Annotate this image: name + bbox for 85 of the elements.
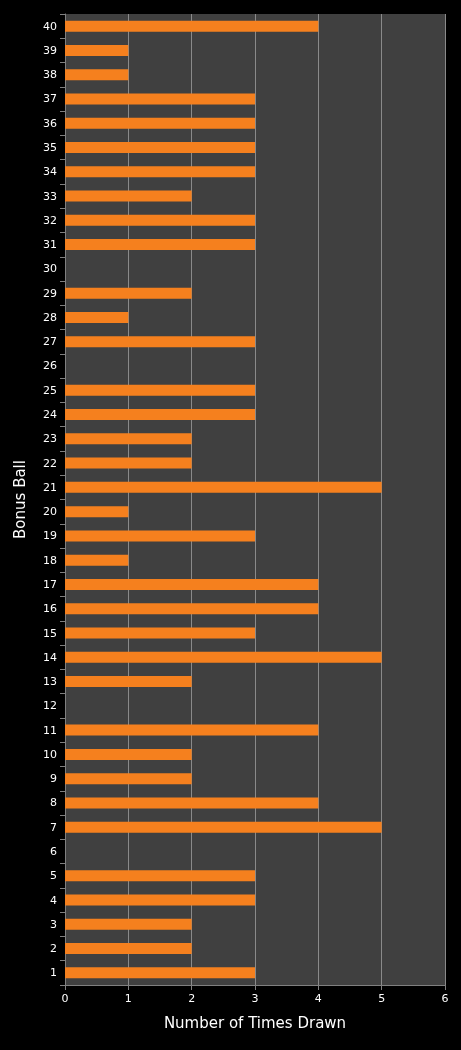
bar <box>65 433 192 445</box>
bar <box>65 821 382 833</box>
bar <box>65 142 255 154</box>
bar <box>65 239 255 251</box>
x-axis-title: Number of Times Drawn <box>163 1013 347 1032</box>
y-tick-label: 13 <box>43 675 57 689</box>
y-tick-label: 37 <box>43 92 57 106</box>
y-tick-label: 6 <box>50 844 57 858</box>
x-tick-label: 1 <box>124 992 132 1005</box>
y-tick-label: 9 <box>50 772 57 786</box>
y-tick-label: 27 <box>43 335 57 349</box>
y-tick-label: 26 <box>43 359 57 373</box>
x-tick-label: 2 <box>188 992 196 1005</box>
bar <box>65 214 255 226</box>
bar <box>65 676 192 688</box>
bar <box>65 943 192 955</box>
y-tick-label: 22 <box>43 456 57 470</box>
y-tick-label: 10 <box>43 747 57 761</box>
bar <box>65 554 129 566</box>
y-tick-label: 8 <box>50 796 57 810</box>
bar <box>65 384 255 396</box>
bar <box>65 336 255 348</box>
y-tick-label: 20 <box>43 505 57 519</box>
y-tick-label: 16 <box>43 602 57 616</box>
y-tick-label: 39 <box>43 43 57 57</box>
bar <box>65 651 382 663</box>
bar <box>65 918 192 930</box>
x-tick-label: 5 <box>378 992 386 1005</box>
x-tick-label: 6 <box>441 992 449 1005</box>
bar <box>65 894 255 906</box>
y-tick-label: 30 <box>43 262 57 276</box>
bar <box>65 311 129 323</box>
y-tick-label: 19 <box>43 529 57 543</box>
y-tick-label: 33 <box>43 189 57 203</box>
y-tick-label: 2 <box>50 942 57 956</box>
bar <box>65 627 255 639</box>
bar <box>65 457 192 469</box>
y-tick-label: 25 <box>43 383 57 397</box>
bar <box>65 506 129 518</box>
bar <box>65 117 255 129</box>
y-tick-label: 31 <box>43 238 57 252</box>
y-tick-label: 1 <box>50 966 57 980</box>
x-tick-label: 4 <box>314 992 322 1005</box>
y-tick-label: 38 <box>43 68 57 82</box>
bar <box>65 578 319 590</box>
bar <box>65 44 129 56</box>
bar <box>65 190 192 202</box>
x-tick-label: 3 <box>251 992 259 1005</box>
y-tick-label: 11 <box>43 723 57 737</box>
y-axis-title: Bonus Ball <box>10 460 29 539</box>
bar <box>65 773 192 785</box>
bar <box>65 967 255 979</box>
x-tick-label: 0 <box>61 992 69 1005</box>
y-tick-label: 40 <box>43 19 57 33</box>
bar <box>65 870 255 882</box>
bar <box>65 481 382 493</box>
y-tick-label: 29 <box>43 286 57 300</box>
bar <box>65 409 255 421</box>
bar <box>65 287 192 299</box>
y-tick-label: 15 <box>43 626 57 640</box>
bar <box>65 603 319 615</box>
bar <box>65 530 255 542</box>
y-tick-label: 24 <box>43 408 57 422</box>
bar <box>65 93 255 105</box>
y-tick-label: 23 <box>43 432 57 446</box>
bar <box>65 724 319 736</box>
y-tick-label: 5 <box>50 869 57 883</box>
bar <box>65 20 319 32</box>
y-tick-label: 4 <box>50 893 57 907</box>
y-tick-label: 35 <box>43 141 57 155</box>
y-tick-label: 34 <box>43 165 57 179</box>
y-tick-label: 18 <box>43 553 57 567</box>
y-tick-label: 32 <box>43 213 57 227</box>
y-tick-label: 36 <box>43 116 57 130</box>
y-tick-label: 12 <box>43 699 57 713</box>
bar <box>65 797 319 809</box>
y-tick-label: 14 <box>43 650 57 664</box>
bar <box>65 69 129 81</box>
y-tick-label: 21 <box>43 480 57 494</box>
bar <box>65 748 192 760</box>
y-tick-label: 28 <box>43 310 57 324</box>
bar <box>65 166 255 178</box>
y-tick-label: 7 <box>50 820 57 834</box>
y-tick-label: 17 <box>43 577 57 591</box>
y-tick-label: 3 <box>50 917 57 931</box>
